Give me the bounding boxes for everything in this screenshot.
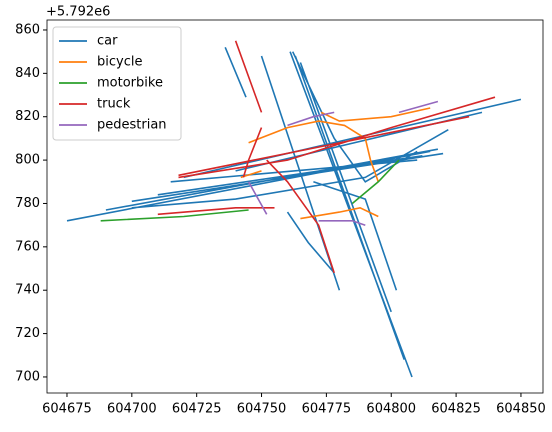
series-line [247, 100, 439, 226]
y-tick-label: 720 [15, 326, 40, 341]
x-tick-label: 604675 [42, 402, 92, 417]
x-tick-label: 604800 [366, 402, 416, 417]
x-tick-label: 604850 [496, 402, 546, 417]
y-tick-label: 740 [15, 283, 40, 298]
y-tick-label: 800 [15, 153, 40, 168]
legend-label: pedestrian [97, 118, 167, 133]
y-tick-label: 840 [15, 66, 40, 81]
y-tick-label: 760 [15, 239, 40, 254]
x-tick-label: 604725 [172, 402, 222, 417]
legend-box [52, 26, 182, 141]
series-line [240, 107, 431, 220]
legend-label: bicycle [97, 55, 142, 70]
x-tick-label: 604750 [237, 402, 287, 417]
legend-label: car [97, 34, 118, 49]
y-tick-label: 820 [15, 109, 40, 124]
x-tick-label: 604825 [431, 402, 481, 417]
plot-frame [46, 19, 544, 394]
series-line [100, 159, 400, 222]
y-tick-label: 700 [15, 369, 40, 384]
legend-label: motorbike [97, 76, 163, 91]
y-tick-label: 860 [15, 22, 40, 37]
series-line [66, 46, 522, 378]
x-tick-label: 604775 [302, 402, 352, 417]
legend-label: truck [97, 97, 131, 112]
y-tick-label: 780 [15, 196, 40, 211]
x-tick-label: 604700 [107, 402, 157, 417]
y-offset-text: +5.792e6 [46, 5, 110, 20]
series-line [157, 40, 496, 274]
